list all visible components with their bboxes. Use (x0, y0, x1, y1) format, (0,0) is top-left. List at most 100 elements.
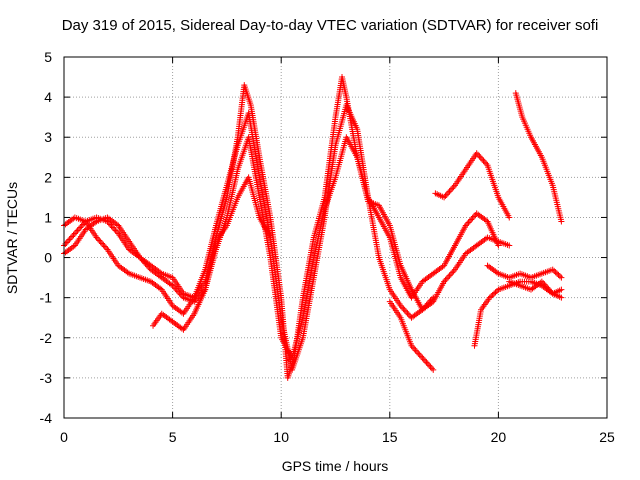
data-point (80, 221, 87, 228)
data-point (555, 271, 562, 278)
x-tick-label: 20 (491, 429, 507, 445)
data-point (416, 351, 423, 358)
data-point (424, 360, 431, 367)
data-point (447, 186, 454, 193)
y-tick-label: 2 (44, 169, 52, 185)
data-point (419, 354, 426, 361)
series-track-f (432, 150, 513, 221)
data-point (558, 294, 565, 301)
y-tick-label: -1 (40, 290, 53, 306)
data-point (404, 310, 411, 317)
x-tick-labels: 0 5 10 15 20 25 (60, 429, 615, 445)
data-point (413, 348, 420, 355)
series-track-d (150, 174, 274, 333)
data-point (100, 242, 107, 249)
grid (64, 57, 607, 418)
x-tick-label: 10 (273, 429, 289, 445)
series-track-c (61, 134, 437, 361)
x-tick-label: 15 (382, 429, 398, 445)
data-point (428, 365, 435, 372)
data-point (71, 230, 78, 237)
data-point (495, 242, 502, 249)
data-point (446, 188, 453, 195)
data-point (442, 192, 449, 199)
data-point (77, 224, 84, 231)
data-point (430, 366, 437, 373)
data-point (488, 293, 495, 300)
data-point (552, 269, 559, 276)
data-point (73, 228, 80, 235)
data-point (466, 217, 473, 224)
data-point (479, 156, 486, 163)
data-point (445, 274, 452, 281)
plot-frame (63, 56, 608, 419)
data-point (426, 362, 433, 369)
data-point (443, 275, 450, 282)
data-point (469, 214, 476, 221)
data-point (556, 273, 563, 280)
tick-marks (63, 56, 608, 419)
data-point (96, 237, 103, 244)
y-tick-label: 1 (44, 209, 52, 225)
data-point (401, 307, 408, 314)
x-tick-label: 25 (599, 429, 615, 445)
y-tick-label: -4 (40, 410, 53, 426)
chart-title: Day 319 of 2015, Sidereal Day-to-day VTE… (62, 17, 599, 34)
data-point (449, 269, 456, 276)
data-point (489, 291, 496, 298)
data-point (420, 356, 427, 363)
data-point (99, 240, 106, 247)
data-point (66, 236, 73, 243)
data-point (427, 363, 434, 370)
series-track-e (386, 298, 437, 373)
x-axis-label: GPS time / hours (282, 458, 389, 474)
y-tick-label: 4 (44, 89, 52, 105)
y-tick-label: 0 (44, 250, 52, 266)
data-point (267, 234, 274, 241)
data-point (477, 154, 484, 161)
data-point (78, 222, 85, 229)
data-point (486, 294, 493, 301)
data-point (177, 291, 184, 298)
data-point (67, 235, 74, 242)
data-point (492, 289, 499, 296)
data-point (445, 189, 452, 196)
data-point (506, 214, 513, 221)
y-tick-label: 5 (44, 49, 52, 65)
data-point (418, 353, 425, 360)
data-point (558, 274, 565, 281)
data-point (491, 290, 498, 297)
data-point (65, 238, 72, 245)
series-track-j (506, 278, 565, 297)
data-layer (61, 74, 565, 381)
data-point (415, 350, 422, 357)
data-point (97, 239, 104, 246)
series-track-h (484, 262, 565, 281)
x-tick-label: 5 (169, 429, 177, 445)
y-tick-label: -3 (40, 370, 53, 386)
data-point (447, 271, 454, 278)
data-point (446, 272, 453, 279)
data-point (493, 287, 500, 294)
data-point (558, 286, 565, 293)
data-point (70, 231, 77, 238)
y-axis-label: SDTVAR / TECUs (4, 182, 20, 294)
data-point (423, 359, 430, 366)
data-point (549, 266, 556, 273)
y-tick-label: 3 (44, 129, 52, 145)
data-point (449, 185, 456, 192)
data-point (75, 225, 82, 232)
data-point (554, 270, 561, 277)
data-point (480, 157, 487, 164)
data-point (422, 357, 429, 364)
data-point (506, 242, 513, 249)
y-tick-label: -2 (40, 330, 53, 346)
data-point (476, 153, 483, 160)
data-point (411, 345, 418, 352)
data-point (551, 267, 558, 274)
data-point (63, 239, 70, 246)
data-point (481, 159, 488, 166)
data-point (62, 241, 69, 248)
data-point (430, 294, 437, 301)
data-point (558, 218, 565, 225)
